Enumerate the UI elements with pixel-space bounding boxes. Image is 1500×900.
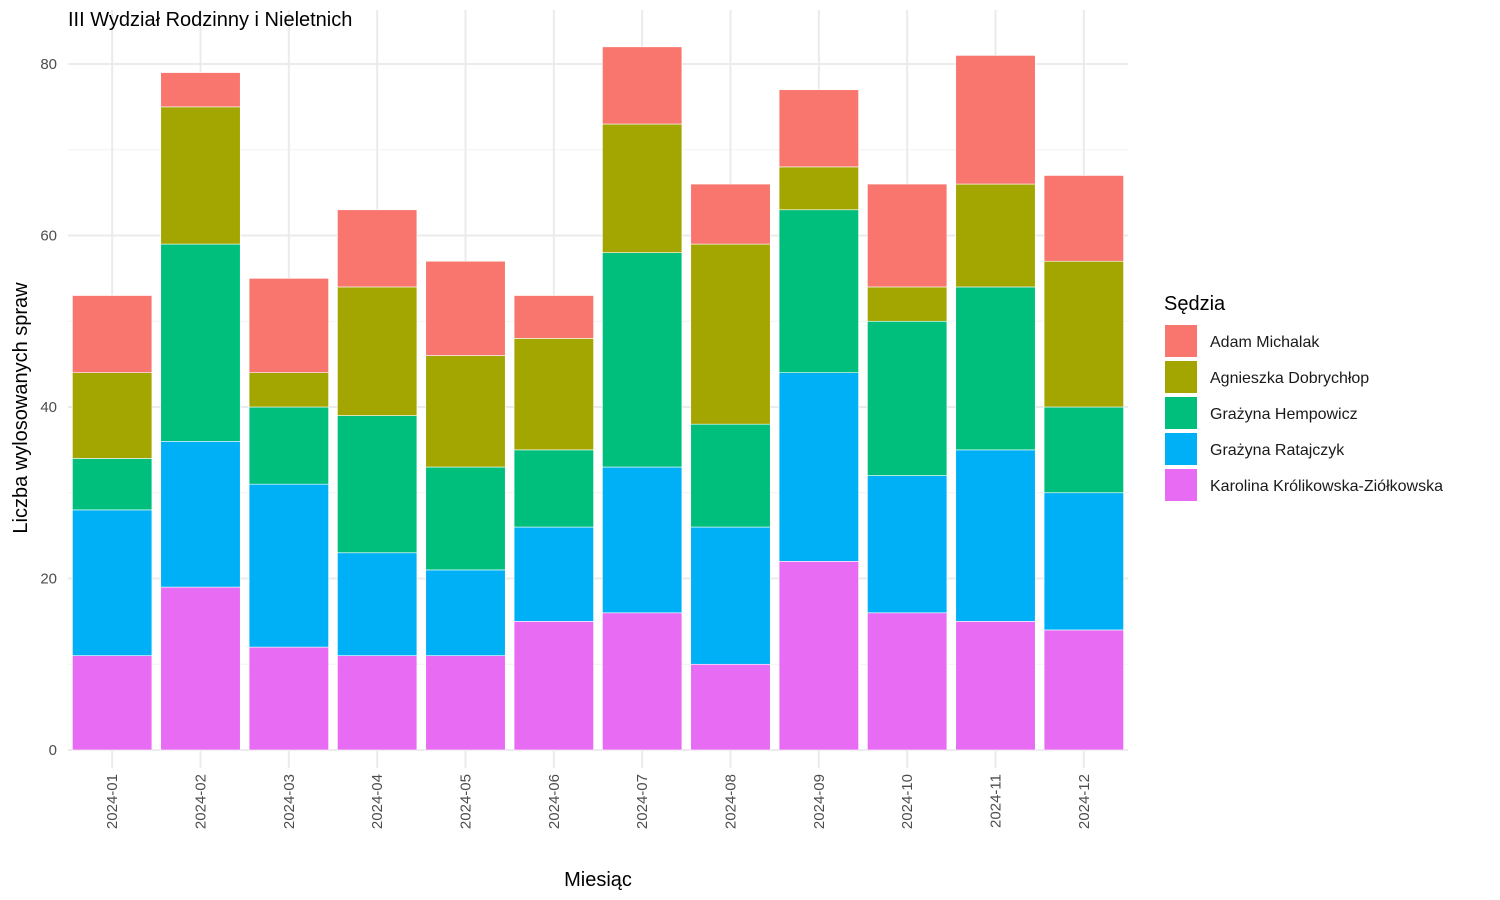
x-tick-label: 2024-11 [988,774,1005,828]
bar-segment [337,655,418,751]
bar-segment [602,612,683,751]
y-tick-label: 0 [49,742,57,759]
x-tick-label: 2024-02 [193,774,210,829]
bar-segment [248,372,329,408]
legend-label: Agnieszka Dobrychłop [1210,370,1369,387]
bar-segment [778,561,859,751]
legend-swatch [1165,325,1197,357]
legend-label: Grażyna Hempowicz [1210,406,1358,423]
bar-segment [248,646,329,751]
bar-segment [425,569,506,656]
bar-segment [72,655,153,751]
bar-segment [513,526,594,622]
bar-segment [955,183,1036,288]
bar-segment [160,243,241,442]
y-tick-label: 60 [40,228,57,245]
y-axis-title: Liczba wylosowanych spraw [10,282,32,534]
bar-segment [337,415,418,554]
bar-segment [72,372,153,459]
bar-segment [602,252,683,468]
chart-title: III Wydział Rodzinny i Nieletnich [68,9,352,31]
bar-segment [72,295,153,373]
legend-label: Grażyna Ratajczyk [1210,442,1345,459]
bar-segment [778,209,859,373]
bar-segment [1043,175,1124,262]
y-tick-label: 20 [40,571,57,588]
bar-segment [690,663,771,751]
legend-swatch [1165,397,1197,429]
x-tick-label: 2024-01 [104,774,121,829]
bar-segment [248,483,329,648]
bar-segment [1043,629,1124,751]
bar-segment [690,423,771,528]
x-tick-label: 2024-05 [458,774,475,829]
bar-segment [337,286,418,416]
legend-title: Sędzia [1164,293,1226,315]
bar-segment [425,466,506,571]
bar-segment [1043,260,1124,408]
bar-segment [425,260,506,356]
legend-label: Karolina Królikowska-Ziółkowska [1210,478,1443,495]
bar-segment [602,46,683,125]
x-tick-label: 2024-12 [1076,774,1093,829]
bar-segment [955,55,1036,185]
bar-segment [955,286,1036,451]
x-tick-label: 2024-10 [899,774,916,829]
y-tick-label: 40 [40,399,57,416]
bar-segment [867,320,948,476]
bar-segment [513,338,594,451]
bar-segment [337,552,418,656]
bar-segment [160,440,241,588]
bar-segment [602,466,683,614]
bar-segment [602,123,683,253]
x-axis-ticks: 2024-01 2024-02 2024-03 2024-04 2024-05 2024-… [104,774,1093,829]
bar-segment [425,355,506,468]
legend-swatch [1165,469,1197,501]
y-axis-ticks: 0 20 40 60 80 [40,56,57,759]
bar-segment [513,295,594,339]
x-tick-label: 2024-03 [281,774,298,829]
bar-segment [160,586,241,751]
x-tick-label: 2024-09 [811,774,828,829]
legend-items: Adam Michalak Agnieszka Dobrychłop Grażyna… [1165,325,1443,501]
bar-segment [248,278,329,373]
bar-segment [425,655,506,751]
bar-segment [778,89,859,168]
bar-segment [690,526,771,665]
y-tick-label: 80 [40,56,57,73]
bar-segment [160,106,241,245]
bar-segment [72,509,153,656]
legend: Sędzia Adam Michalak Agnieszka Dobrychłop… [1164,293,1443,501]
bar-segment [248,406,329,485]
legend-swatch [1165,433,1197,465]
bar-segment [867,475,948,614]
bar-segment [867,286,948,322]
bar-segment [1043,406,1124,494]
bar-segment [72,458,153,511]
bars [72,46,1124,751]
bar-segment [1043,492,1124,631]
legend-swatch [1165,361,1197,393]
bar-segment [867,183,948,288]
bar-segment [955,621,1036,751]
bar-segment [867,612,948,751]
bar-segment [337,209,418,288]
bar-segment [778,372,859,562]
legend-label: Adam Michalak [1210,334,1320,351]
bar-segment [160,72,241,108]
x-tick-label: 2024-06 [546,774,563,829]
bar-segment [513,449,594,528]
x-tick-label: 2024-08 [723,774,740,829]
bar-segment [513,621,594,751]
bar-segment [690,243,771,425]
bar-segment [690,183,771,245]
x-axis-title: Miesiąc [564,869,632,891]
bar-segment [955,449,1036,622]
x-tick-label: 2024-07 [634,774,651,829]
bar-segment [778,166,859,211]
x-tick-label: 2024-04 [369,774,386,829]
